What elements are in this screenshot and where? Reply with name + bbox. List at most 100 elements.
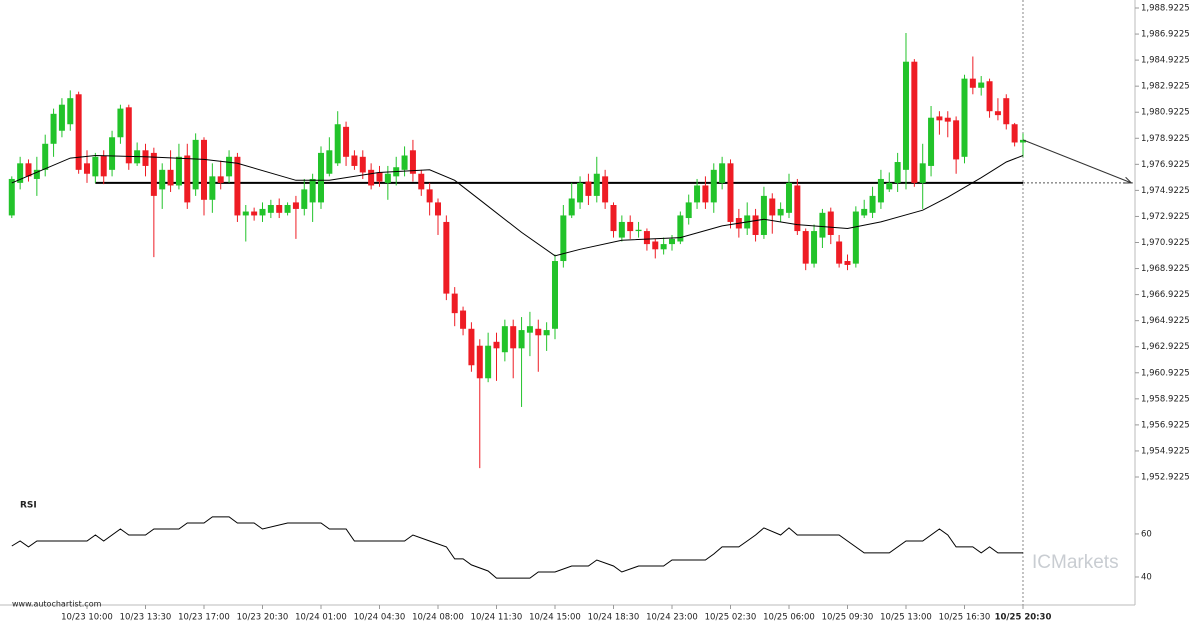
candle-body bbox=[50, 113, 57, 144]
candle-body bbox=[226, 156, 233, 177]
candle-body bbox=[301, 189, 308, 209]
candle-body bbox=[794, 185, 801, 232]
candle-body bbox=[577, 182, 584, 203]
candle-body bbox=[434, 202, 441, 216]
candle-body bbox=[928, 117, 935, 166]
y-tick-label: 1,954.9225 bbox=[1141, 446, 1190, 456]
candle-body bbox=[961, 78, 968, 157]
candle-body bbox=[109, 137, 116, 170]
x-tick-label: 10/23 10:00 bbox=[61, 613, 113, 623]
candle-body bbox=[685, 202, 692, 219]
y-tick-label: 1,988.9225 bbox=[1141, 4, 1190, 14]
candle-body bbox=[468, 328, 475, 366]
candle-body bbox=[886, 182, 893, 190]
candle-body bbox=[819, 212, 826, 238]
x-tick-label: 10/23 20:30 bbox=[237, 613, 289, 623]
candle-body bbox=[694, 185, 701, 203]
candle-body bbox=[175, 156, 182, 186]
candle-body bbox=[677, 215, 684, 242]
candle-body bbox=[752, 215, 759, 235]
y-tick-label: 1,986.9225 bbox=[1141, 30, 1190, 40]
moving-average bbox=[11, 154, 1024, 257]
y-tick-label: 1,958.9225 bbox=[1141, 394, 1190, 404]
candle-body bbox=[978, 82, 985, 88]
candle-body bbox=[8, 178, 15, 216]
candle-body bbox=[284, 205, 291, 213]
x-tick-label: 10/25 20:30 bbox=[995, 613, 1052, 623]
candle-body bbox=[635, 229, 642, 232]
candle-body bbox=[861, 208, 868, 216]
x-tick-label: 10/23 13:30 bbox=[120, 613, 172, 623]
candle-body bbox=[702, 185, 709, 203]
candle-body bbox=[309, 178, 316, 203]
candle-body bbox=[902, 61, 909, 170]
candle-body bbox=[777, 208, 784, 216]
candle-body bbox=[836, 241, 843, 264]
source: www.autochartist.com bbox=[12, 600, 102, 609]
candle-body bbox=[200, 139, 207, 200]
candle-body bbox=[811, 231, 818, 264]
x-tick-label: 10/24 08:00 bbox=[412, 613, 464, 623]
candle-body bbox=[276, 205, 283, 213]
candle-body bbox=[969, 78, 976, 88]
candle-body bbox=[460, 310, 467, 329]
candle-body bbox=[652, 241, 659, 250]
candle-body bbox=[610, 205, 617, 232]
candle-body bbox=[150, 152, 157, 196]
candle-body bbox=[142, 150, 149, 166]
x-tick-label: 10/25 02:30 bbox=[705, 613, 757, 623]
y-tick-label: 1,952.9225 bbox=[1141, 473, 1190, 483]
candle-body bbox=[184, 155, 191, 203]
candle-body bbox=[1019, 139, 1026, 143]
candle-body bbox=[518, 330, 525, 349]
candle-body bbox=[159, 169, 166, 190]
candle-body bbox=[443, 221, 450, 294]
x-tick-label: 10/25 13:00 bbox=[880, 613, 932, 623]
candle-body bbox=[343, 126, 350, 157]
y-tick-label: 1,974.9225 bbox=[1141, 186, 1190, 196]
x-tick-label: 10/24 01:00 bbox=[295, 613, 347, 623]
y-tick-label: 1,982.9225 bbox=[1141, 82, 1190, 92]
candle-body bbox=[668, 238, 675, 245]
candle-body bbox=[919, 163, 926, 183]
candle-body bbox=[326, 150, 333, 174]
candle-body bbox=[351, 155, 358, 166]
candle-body bbox=[911, 61, 918, 183]
candle-body bbox=[869, 195, 876, 213]
candle-body bbox=[476, 345, 483, 379]
y-tick-label: 1,962.9225 bbox=[1141, 342, 1190, 352]
y-tick-label: 1,980.9225 bbox=[1141, 108, 1190, 118]
candle-body bbox=[485, 345, 492, 379]
candle-body bbox=[409, 150, 416, 174]
x-tick-label: 10/25 16:30 bbox=[939, 613, 991, 623]
candle-body bbox=[535, 328, 542, 336]
rsi-line bbox=[11, 516, 1023, 579]
candle-body bbox=[710, 169, 717, 203]
candle-body bbox=[727, 163, 734, 222]
candle-body bbox=[451, 293, 458, 314]
candle-body bbox=[33, 169, 40, 179]
candle-body bbox=[83, 163, 90, 174]
candle-body bbox=[802, 231, 809, 264]
candle-body bbox=[785, 182, 792, 213]
candle-body bbox=[769, 198, 776, 216]
candle-body bbox=[1003, 98, 1010, 125]
candle-body bbox=[585, 181, 592, 196]
rsi-tick-label: 60 bbox=[1141, 529, 1152, 539]
candle-body bbox=[234, 156, 241, 216]
candle-body bbox=[259, 208, 266, 216]
x-tick-label: 10/24 23:00 bbox=[646, 613, 698, 623]
rsi-title: RSI bbox=[20, 501, 37, 511]
candle-body bbox=[510, 326, 517, 349]
candle-body bbox=[17, 163, 24, 183]
candle-body bbox=[317, 152, 324, 203]
candle-body bbox=[986, 81, 993, 112]
x-tick-label: 10/23 17:00 bbox=[178, 613, 230, 623]
candle-body bbox=[368, 169, 375, 186]
y-tick-label: 1,970.9225 bbox=[1141, 238, 1190, 248]
candle-body bbox=[877, 178, 884, 203]
candle-body bbox=[894, 162, 901, 183]
y-tick-label: 1,978.9225 bbox=[1141, 134, 1190, 144]
candle-body bbox=[551, 261, 558, 329]
